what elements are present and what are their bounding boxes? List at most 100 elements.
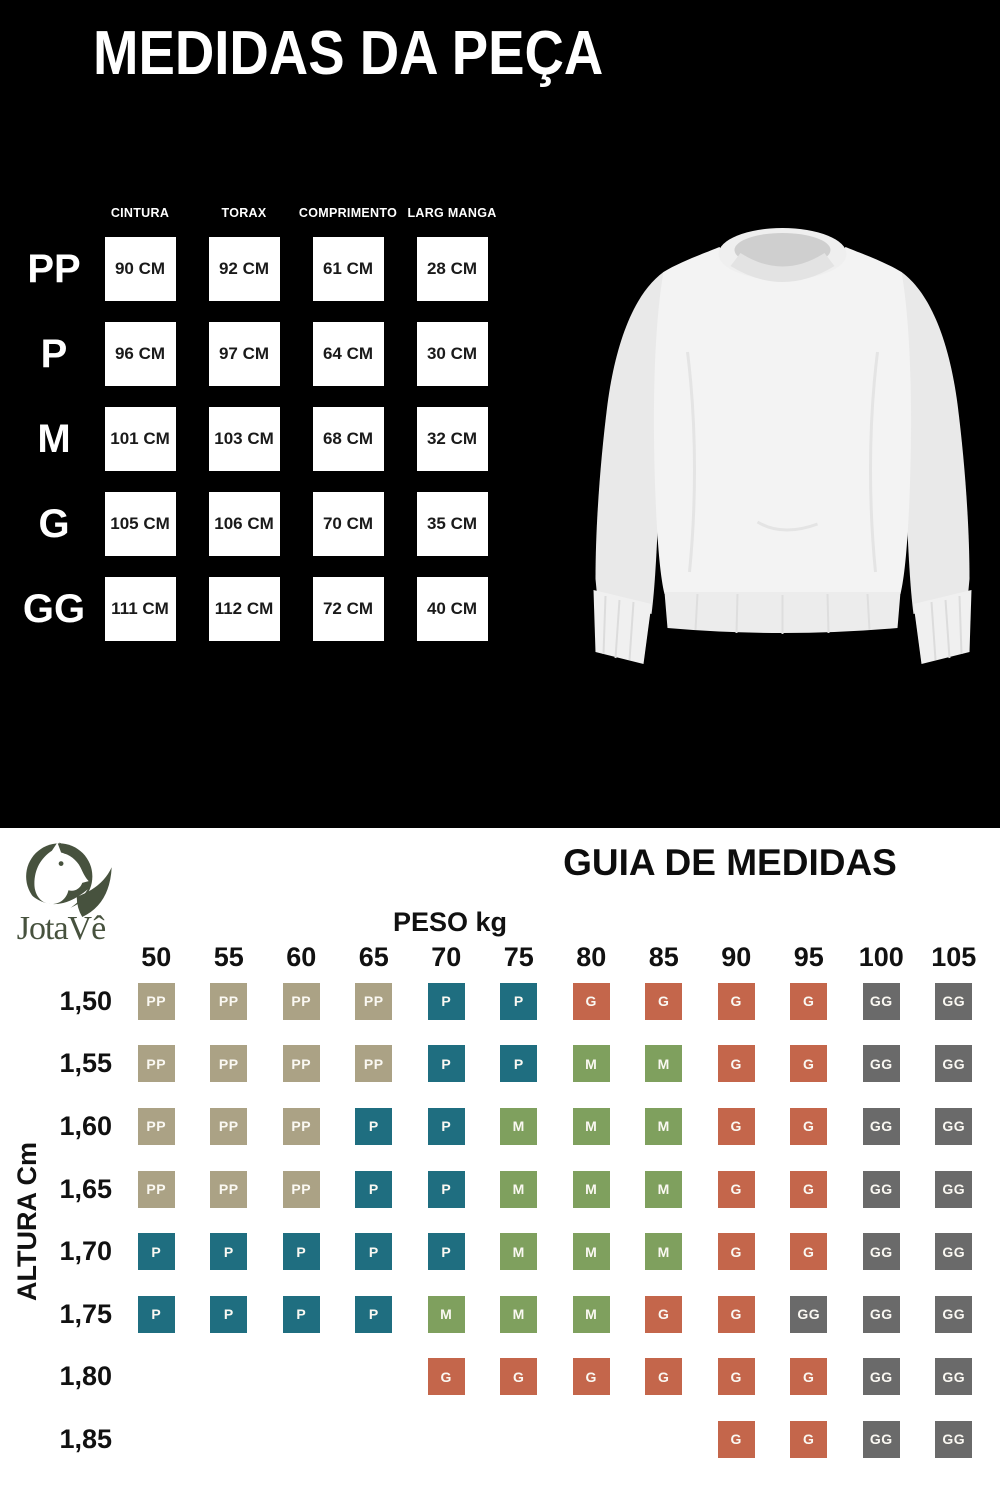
size-cell: P [282,1233,320,1271]
height-label: 1,75 [59,1298,112,1329]
size-cell: GG [862,1358,900,1396]
guide-row: 1,50 PP PP PP PP P P G G G G GG GG [0,970,1000,1033]
weight-label: 80 [576,942,607,972]
measure-value-box: 72 CM [312,576,384,641]
measure-value-box: 103 CM [208,406,280,471]
size-cell: P [355,1295,393,1333]
size-guide-title: GUIA DE MEDIDAS [563,842,897,883]
size-cell: GG [790,1295,828,1333]
height-label: 1,60 [59,1110,112,1141]
size-cell: PP [355,982,393,1020]
guide-row: 1,85 G G GG GG [0,1408,1000,1471]
guide-row: 1,75 P P P P M M M G G GG GG GG [0,1283,1000,1346]
size-cell: PP [282,1170,320,1208]
size-cell: M [645,1045,683,1083]
size-cell: M [645,1107,683,1145]
size-cell: P [210,1233,248,1271]
size-cell: PP [210,1170,248,1208]
measure-value-box: 40 CM [416,576,488,641]
size-row-label: P [40,331,68,376]
size-cell: PP [282,1107,320,1145]
size-cell: G [790,1358,828,1396]
measure-row: GG 111 CM 112 CM 72 CM 40 CM [20,566,504,651]
guide-row: 1,80 G G G G G G GG GG [0,1346,1000,1409]
weight-label: 90 [721,942,752,972]
size-cell: P [427,982,465,1020]
size-cell: P [427,1107,465,1145]
measure-value-box: 70 CM [312,491,384,556]
size-cell: M [645,1233,683,1271]
size-cell: GG [862,1420,900,1458]
size-cell: G [717,1170,755,1208]
size-cell: PP [282,982,320,1020]
measurements-panel: MEDIDAS DA PEÇA CINTURA TORAX COMPRIMENTO L… [0,0,1000,828]
size-cell: GG [862,1170,900,1208]
size-cell: GG [935,1170,973,1208]
size-cell: G [790,1107,828,1145]
size-cell: M [500,1107,538,1145]
height-label: 1,80 [59,1361,112,1392]
size-cell: PP [210,1045,248,1083]
size-cell: G [717,982,755,1020]
size-cell: G [790,1170,828,1208]
measure-value-box: 106 CM [208,491,280,556]
measure-column-header: CINTURA [110,206,170,220]
size-cell: M [572,1045,610,1083]
size-cell: G [717,1420,755,1458]
measure-value-box: 30 CM [416,321,488,386]
size-cell: M [427,1295,465,1333]
weight-label: 70 [431,942,462,972]
measure-column-header: LARG MANGA [407,206,497,220]
size-cell: PP [210,1107,248,1145]
measure-value-box: 96 CM [104,321,176,386]
size-cell: G [645,1358,683,1396]
size-cell: G [790,1420,828,1458]
measure-value-box: 28 CM [416,236,488,301]
weight-axis-label: PESO kg [393,907,508,937]
size-cell: P [137,1295,175,1333]
size-cell: P [500,982,538,1020]
weights-row: 50 55 60 65 70 75 80 85 90 95 100 105 [120,942,990,973]
size-cell: P [355,1107,393,1145]
size-cell: GG [935,982,973,1020]
size-cell: M [572,1233,610,1271]
height-label: 1,55 [59,1048,112,1079]
size-cell: P [500,1045,538,1083]
measure-row: G 105 CM 106 CM 70 CM 35 CM [20,481,504,566]
size-row-label: GG [22,586,86,631]
size-cell: GG [862,1295,900,1333]
size-cell: P [137,1233,175,1271]
size-matrix: 1,50 PP PP PP PP P P G G G G GG GG 1,55 PP PP PP PP P P M M G G… [0,970,1000,1471]
height-label: 1,85 [59,1423,112,1454]
size-cell: G [572,1358,610,1396]
measure-header-row: CINTURA TORAX COMPRIMENTO LARG MANGA [20,206,504,220]
size-cell: P [427,1233,465,1271]
size-cell: PP [137,1170,175,1208]
size-cell: GG [862,1107,900,1145]
weight-label: 95 [793,942,824,972]
brand-name: JotaVê [16,910,106,947]
size-row-label: M [37,416,71,461]
size-cell: M [500,1295,538,1333]
size-cell: G [645,982,683,1020]
size-cell: PP [355,1045,393,1083]
size-cell: G [717,1045,755,1083]
measure-row: M 101 CM 103 CM 68 CM 32 CM [20,396,504,481]
weight-label: 75 [503,942,534,972]
measure-value-box: 105 CM [104,491,176,556]
measure-column-header: TORAX [221,206,267,220]
size-cell: P [210,1295,248,1333]
size-cell: P [427,1045,465,1083]
size-row-label: PP [27,246,81,291]
measure-row: P 96 CM 97 CM 64 CM 30 CM [20,311,504,396]
guide-row: 1,55 PP PP PP PP P P M M G G GG GG [0,1033,1000,1096]
size-guide-panel: JotaVê GUIA DE MEDIDAS PESO kg 50 55 60 65 7… [0,828,1000,1500]
measure-table: CINTURA TORAX COMPRIMENTO LARG MANGA PP 90 C… [20,206,504,651]
size-cell: G [717,1107,755,1145]
measure-row: PP 90 CM 92 CM 61 CM 28 CM [20,226,504,311]
size-cell: GG [935,1420,973,1458]
size-cell: P [355,1170,393,1208]
size-cell: GG [935,1358,973,1396]
measure-header-spacer [20,206,88,220]
weight-label: 60 [286,942,317,972]
